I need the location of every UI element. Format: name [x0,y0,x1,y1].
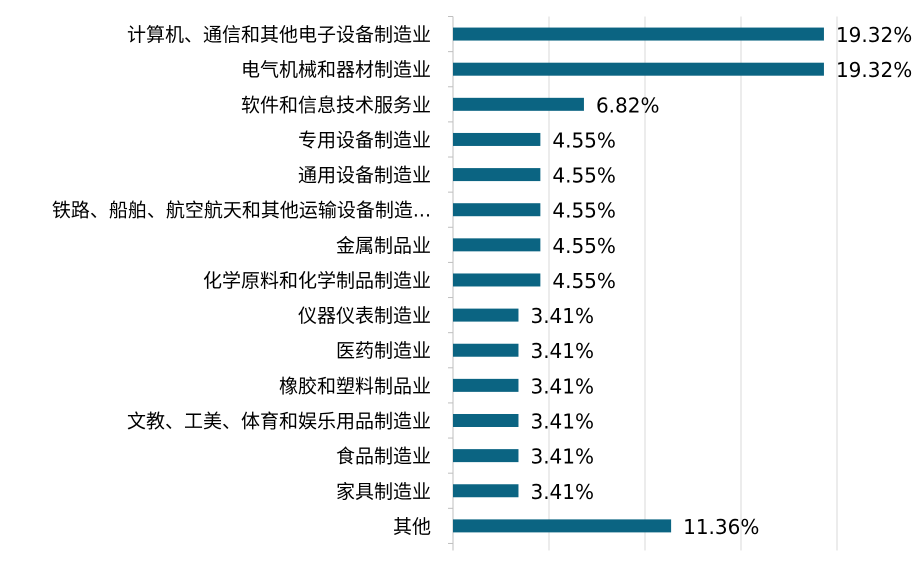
data-label: 3.41% [530,445,594,469]
bar [453,413,519,427]
bar [453,97,584,111]
data-label: 4.55% [552,234,616,258]
data-label: 6.82% [596,93,660,117]
data-label: 11.36% [683,515,759,539]
bar [453,168,541,182]
bar [453,449,519,463]
category-label: 其他 [393,516,431,538]
data-label: 3.41% [530,304,594,328]
data-label: 19.32% [836,58,912,82]
category-label: 专用设备制造业 [298,129,431,151]
data-label: 3.41% [530,480,594,504]
bar [453,27,824,41]
category-label: 化学原料和化学制品制造业 [203,270,431,292]
category-label: 文教、工美、体育和娱乐用品制造业 [127,410,431,432]
category-label: 仪器仪表制造业 [298,305,431,327]
bar [453,519,672,533]
bar [453,378,519,392]
data-label: 4.55% [552,128,616,152]
bar [453,273,541,287]
category-label: 电气机械和器材制造业 [241,59,431,81]
bar [453,343,519,357]
bar [453,238,541,252]
data-label: 4.55% [552,164,616,188]
data-label: 3.41% [530,339,594,363]
data-label: 4.55% [552,199,616,223]
data-label: 4.55% [552,269,616,293]
bar [453,62,824,76]
category-label: 金属制品业 [336,235,431,257]
data-label: 3.41% [530,374,594,398]
data-label: 19.32% [836,23,912,47]
bar [453,203,541,217]
category-label: 通用设备制造业 [298,165,431,187]
bar [453,308,519,322]
category-label: 橡胶和塑料制品业 [279,375,431,397]
data-label: 3.41% [530,409,594,433]
bar [453,484,519,498]
category-label: 铁路、船舶、航空航天和其他运输设备制造... [52,200,431,222]
category-label: 软件和信息技术服务业 [241,94,431,116]
category-label: 食品制造业 [336,446,431,468]
category-label: 计算机、通信和其他电子设备制造业 [127,24,431,46]
bar [453,132,541,146]
category-label: 家具制造业 [336,481,431,503]
category-label: 医药制造业 [336,340,431,362]
